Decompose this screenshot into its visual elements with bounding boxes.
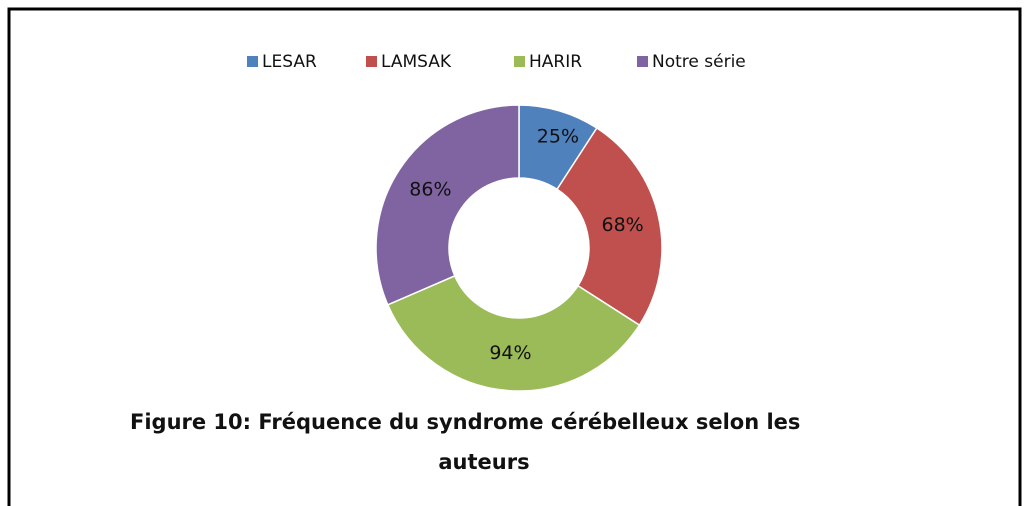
caption-line: Figure 10: Fréquence du syndrome cérébel… — [130, 410, 800, 434]
legend-label: Notre série — [652, 52, 746, 72]
data-label: 68% — [601, 214, 643, 236]
data-label: 94% — [489, 342, 531, 364]
legend-swatch — [366, 56, 377, 67]
caption-line: auteurs — [438, 450, 529, 474]
legend-swatch — [247, 56, 258, 67]
donut-slice — [556, 126, 663, 327]
legend-label: LAMSAK — [381, 52, 452, 72]
data-label: 86% — [409, 178, 451, 200]
frame — [7, 7, 1022, 506]
legend-swatch — [637, 56, 648, 67]
donut-slice — [386, 274, 641, 392]
legend-swatch — [514, 56, 525, 67]
donut-slice — [375, 104, 520, 306]
legend-label: HARIR — [529, 52, 582, 72]
legend-label: LESAR — [262, 52, 317, 72]
data-label: 25% — [537, 125, 579, 147]
